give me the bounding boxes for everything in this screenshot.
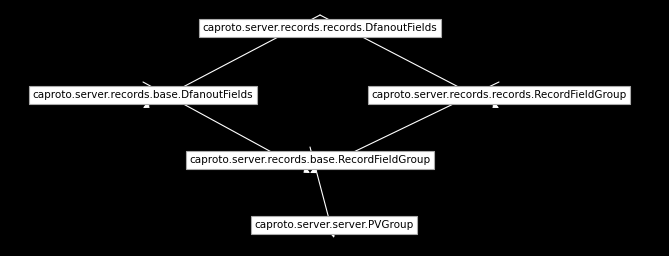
- Text: caproto.server.records.base.RecordFieldGroup: caproto.server.records.base.RecordFieldG…: [189, 155, 431, 165]
- Text: caproto.server.server.PVGroup: caproto.server.server.PVGroup: [254, 220, 413, 230]
- Text: caproto.server.records.records.DfanoutFields: caproto.server.records.records.DfanoutFi…: [203, 23, 438, 33]
- Text: caproto.server.records.records.RecordFieldGroup: caproto.server.records.records.RecordFie…: [371, 90, 627, 100]
- Text: caproto.server.records.base.DfanoutFields: caproto.server.records.base.DfanoutField…: [33, 90, 254, 100]
